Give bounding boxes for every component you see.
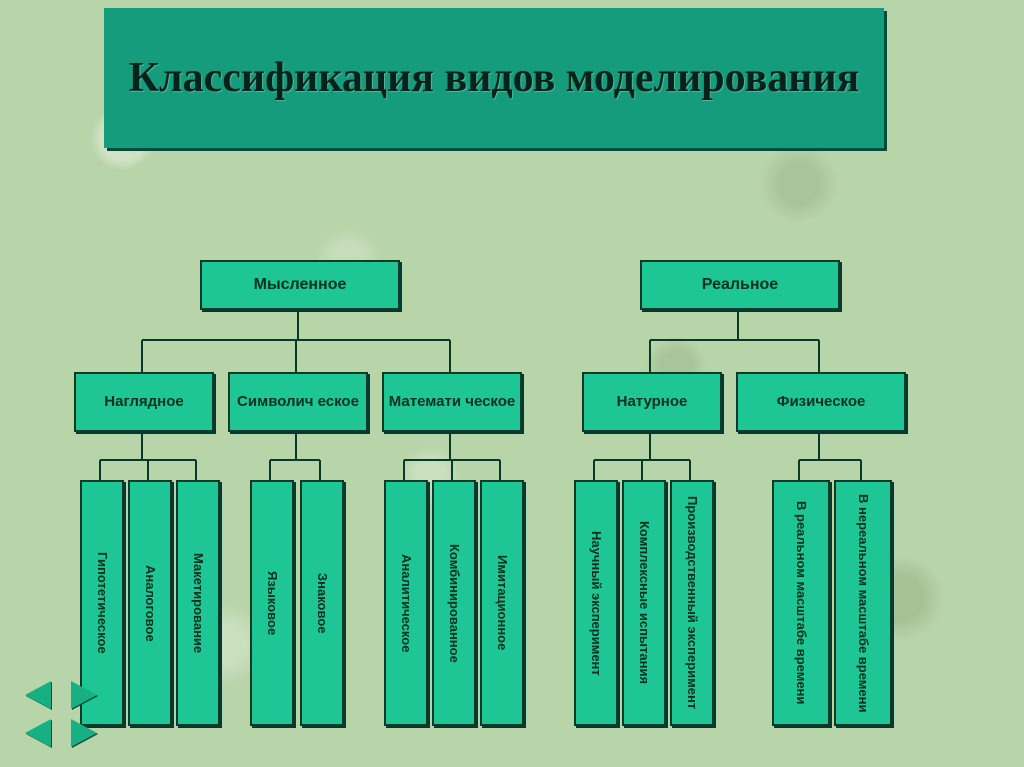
leaf-7: Имитационное [480, 480, 524, 726]
leaf-4: Знаковое [300, 480, 344, 726]
level2-phys: Физическое [736, 372, 906, 432]
leaf-12: В нереальном масштабе времени [834, 480, 892, 726]
title-plate: Классификация видов моделирования [104, 8, 884, 148]
nav-last-icon[interactable] [71, 719, 97, 747]
slide: Классификация видов моделирования Мыслен… [0, 0, 1024, 767]
level2-symbol: Символич еское [228, 372, 368, 432]
leaf-1: Аналоговое [128, 480, 172, 726]
nav-back-icon[interactable] [25, 681, 51, 709]
leaf-9: Комплексные испытания [622, 480, 666, 726]
nav-arrows [18, 679, 104, 749]
leaf-6: Комбинированное [432, 480, 476, 726]
leaf-11: В реальном масштабе времени [772, 480, 830, 726]
nav-first-icon[interactable] [25, 719, 51, 747]
leaf-8: Научный эксперимент [574, 480, 618, 726]
level1-mental: Мысленное [200, 260, 400, 310]
slide-title: Классификация видов моделирования [129, 54, 860, 102]
leaf-3: Языковое [250, 480, 294, 726]
leaf-2: Макетирование [176, 480, 220, 726]
level2-nature: Натурное [582, 372, 722, 432]
nav-forward-icon[interactable] [71, 681, 97, 709]
leaf-5: Аналитическое [384, 480, 428, 726]
level2-visual: Наглядное [74, 372, 214, 432]
level2-math: Математи ческое [382, 372, 522, 432]
leaf-10: Производственный эксперимент [670, 480, 714, 726]
level1-real: Реальное [640, 260, 840, 310]
